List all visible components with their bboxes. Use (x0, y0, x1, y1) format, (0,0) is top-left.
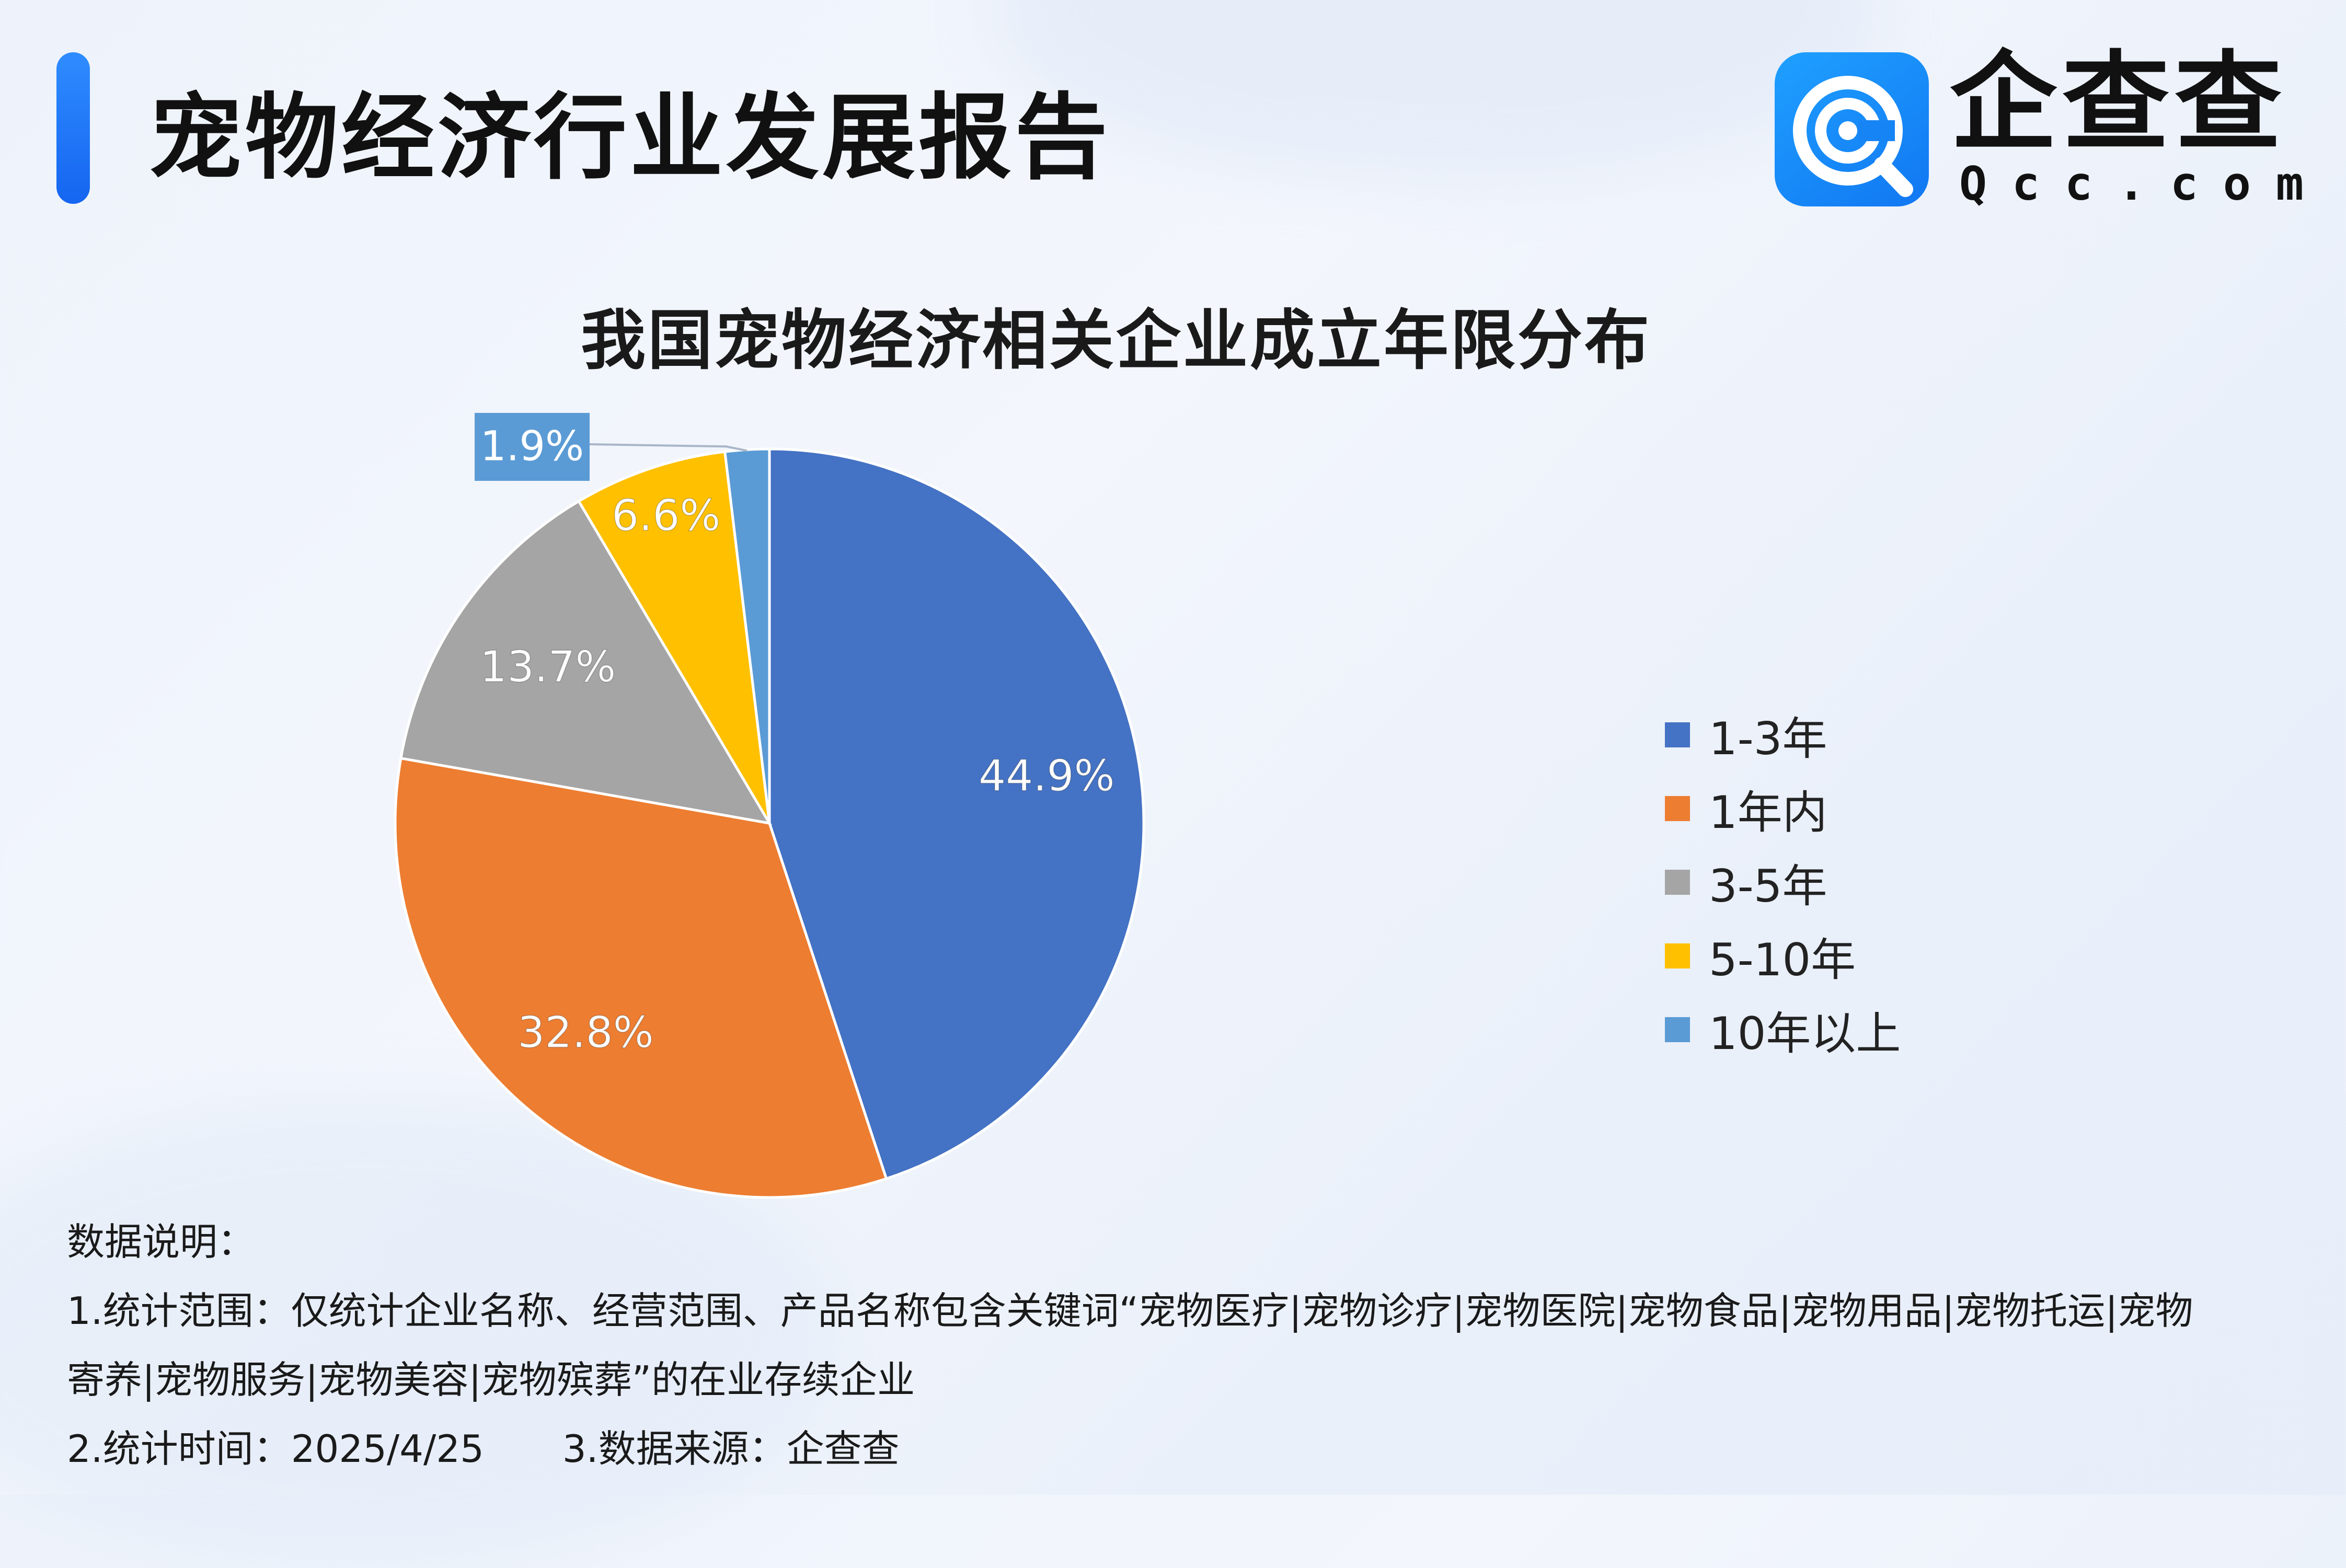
qcc-logo-icon (1775, 52, 1929, 206)
pie-slice (577, 450, 771, 824)
slice-label: 6.6% (612, 491, 720, 540)
legend-label: 1-3年 (1709, 713, 1827, 765)
notes-heading: 数据说明： (67, 1220, 256, 1264)
legend-swatch (1665, 869, 1690, 895)
page-title: 宠物经济行业发展报告 (149, 84, 1111, 192)
title-accent-bar (56, 52, 90, 204)
notes-time: 2.统计时间：2025/4/25 (67, 1427, 484, 1471)
legend-label: 5-10年 (1709, 934, 1856, 986)
pie-slice (394, 756, 888, 1199)
callout-box (475, 413, 590, 481)
pie-slice (768, 447, 1145, 1181)
pie-chart: 44.9% 32.8% 13.7% 6.6% 1.9% (394, 413, 1145, 1199)
callout-line (589, 443, 748, 452)
qcc-logo-domain: Qcc.com (1959, 157, 2329, 211)
legend-label: 1年内 (1709, 787, 1827, 839)
chart-title: 我国宠物经济相关企业成立年限分布 (580, 303, 1651, 378)
legend-item: 10年以上 (1665, 993, 1901, 1066)
legend-item: 3-5年 (1665, 845, 1901, 919)
legend-item: 1-3年 (1665, 698, 1901, 771)
notes-meta: 2.统计时间：2025/4/25 3.数据来源：企查查 (67, 1414, 2315, 1483)
pie-slice (399, 499, 772, 825)
legend-swatch (1665, 722, 1690, 747)
qcc-logo-text: 企查查 (1950, 41, 2287, 165)
notes-source: 3.数据来源：企查查 (562, 1427, 900, 1471)
slice-label: 1.9% (480, 423, 584, 470)
slice-label: 44.9% (979, 752, 1115, 801)
slice-label: 32.8% (518, 1008, 654, 1057)
notes-scope-line-1: 1.统计范围：仅统计企业名称、经营范围、产品名称包含关键词“宠物医疗|宠物诊疗|… (67, 1289, 2193, 1333)
legend-label: 3-5年 (1709, 860, 1827, 913)
notes-scope-line-2: 寄养|宠物服务|宠物美容|宠物殡葬”的在业存续企业 (67, 1358, 915, 1402)
data-notes: 数据说明： 1.统计范围：仅统计企业名称、经营范围、产品名称包含关键词“宠物医疗… (67, 1207, 2315, 1483)
legend-item: 5-10年 (1665, 919, 1901, 993)
legend-swatch (1665, 1017, 1690, 1042)
slice-label: 13.7% (480, 642, 616, 692)
legend-label: 10年以上 (1709, 1008, 1901, 1060)
chart-legend: 1-3年 1年内 3-5年 5-10年 10年以上 (1665, 698, 1901, 1066)
legend-swatch (1665, 795, 1690, 821)
legend-item: 1年内 (1665, 771, 1901, 845)
legend-swatch (1665, 943, 1690, 969)
